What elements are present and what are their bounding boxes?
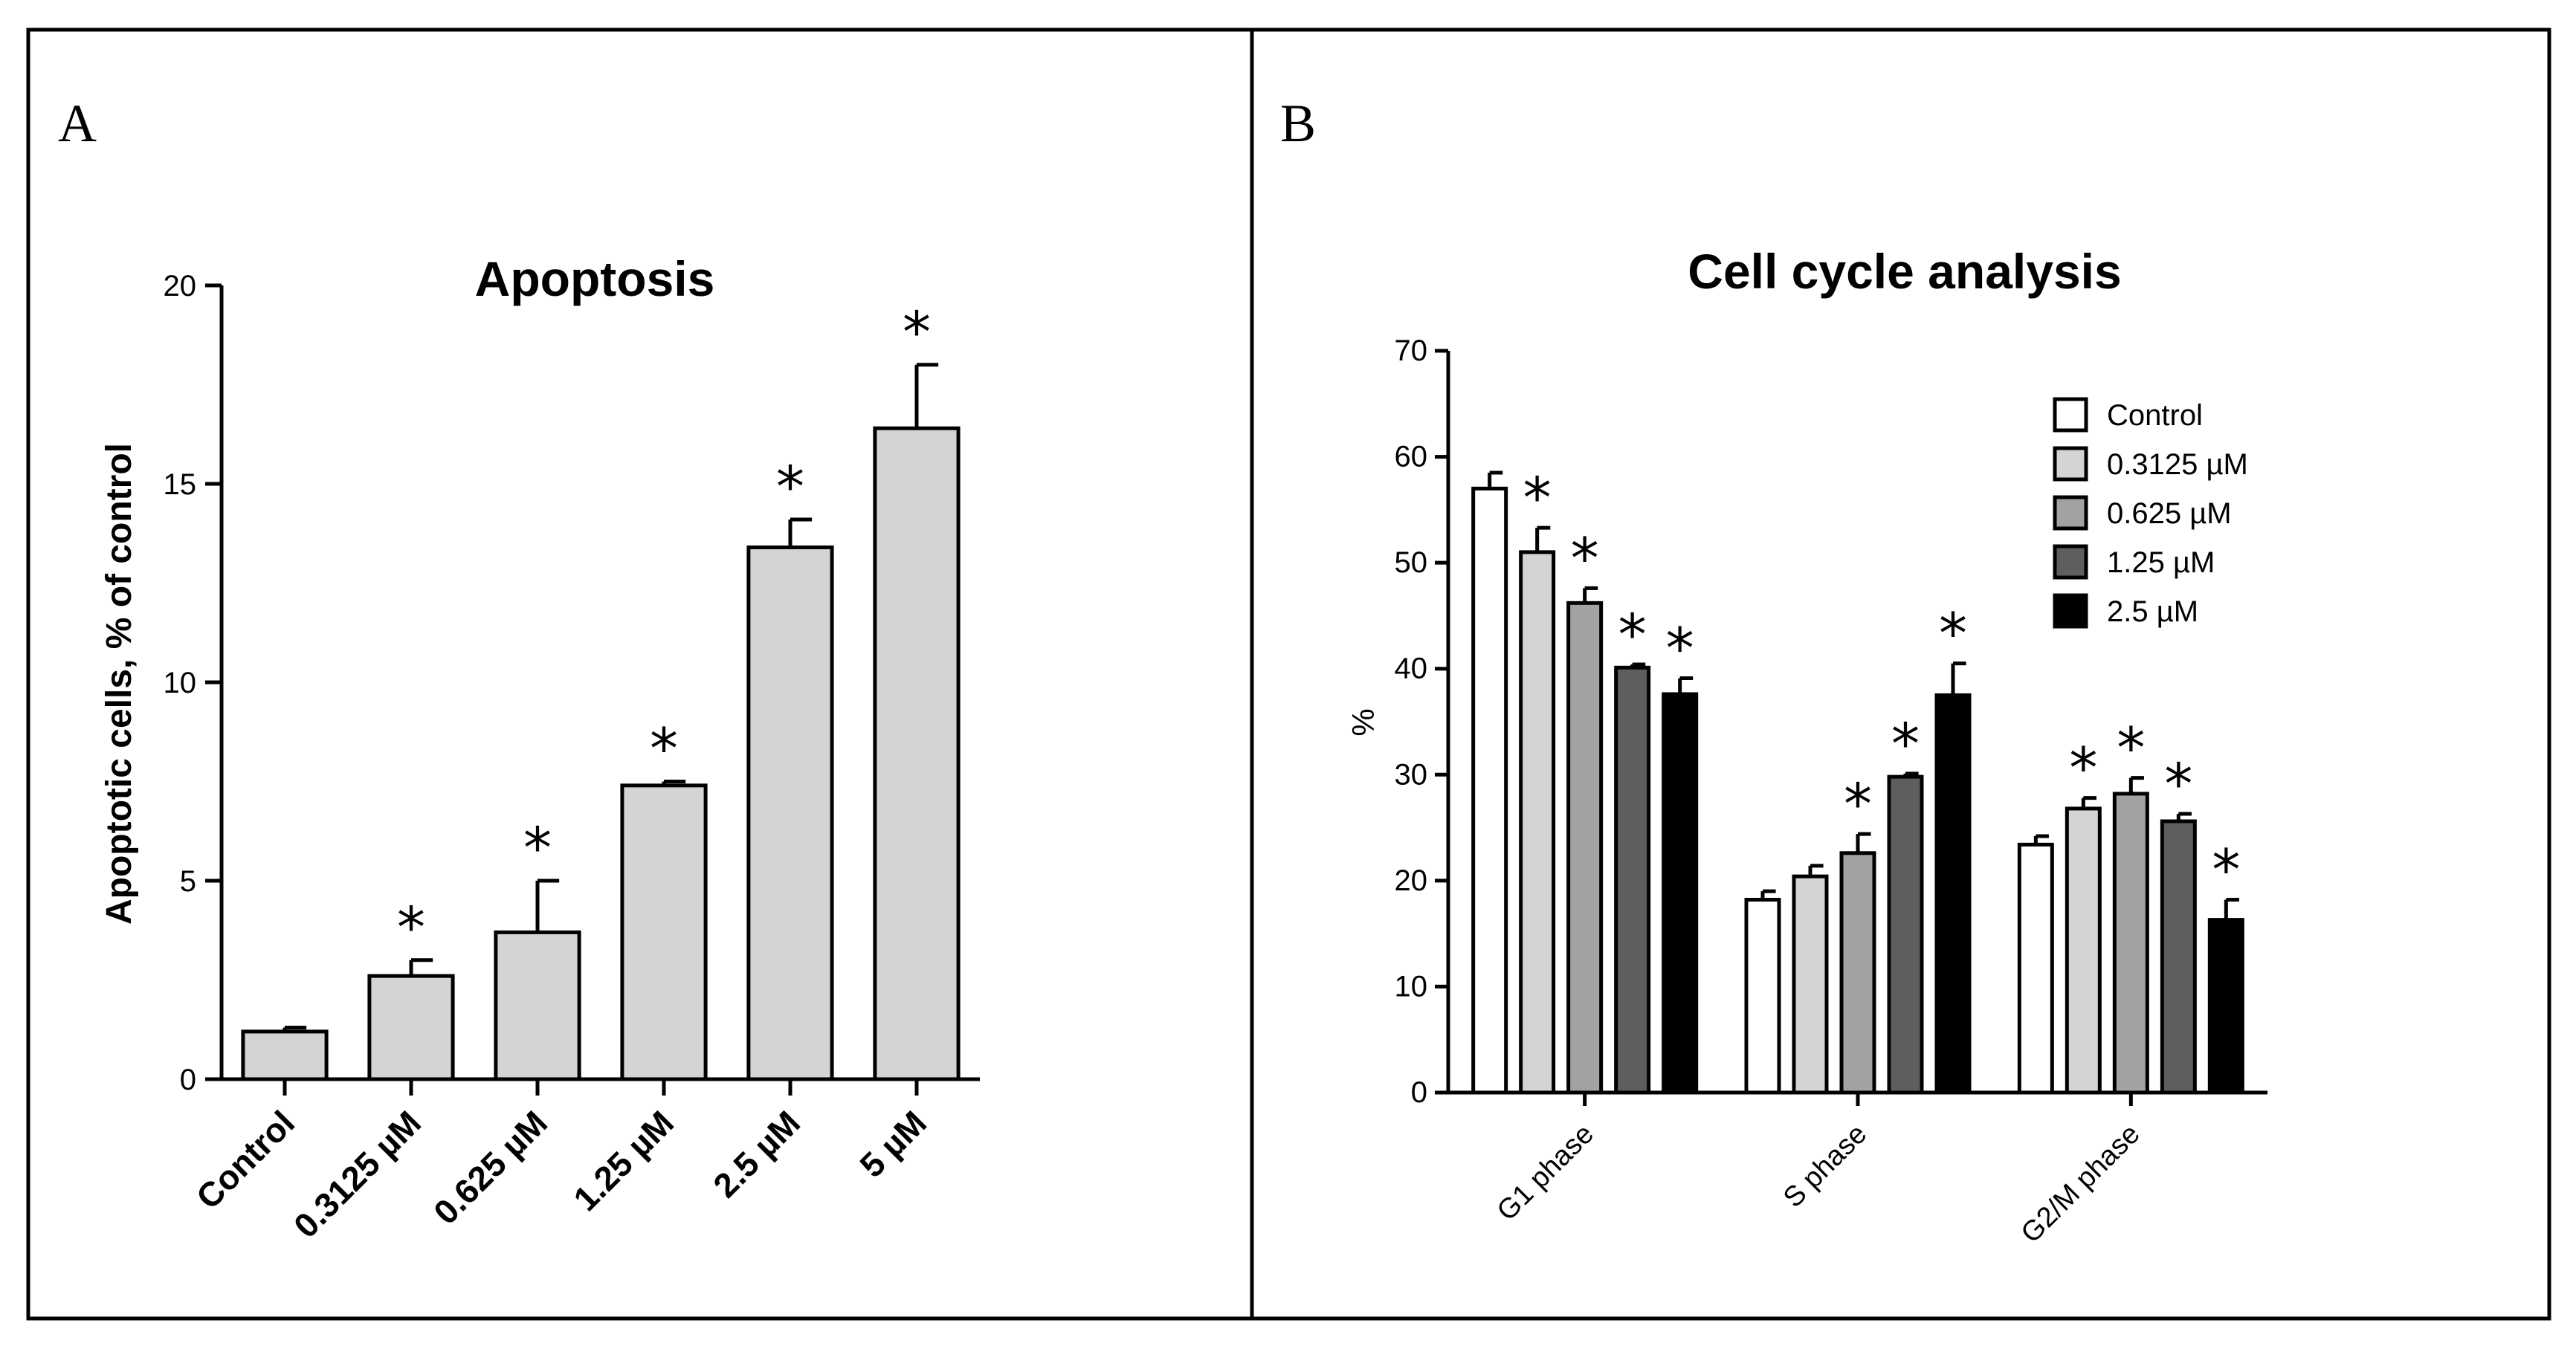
chart-b-bar bbox=[1934, 693, 1972, 1095]
chart-a-x-tick-label: 0.3125 µM bbox=[286, 1103, 428, 1245]
chart-b-title: Cell cycle analysis bbox=[1688, 244, 2121, 299]
chart-b-legend-label: 1.25 µM bbox=[2107, 546, 2215, 579]
chart-a-y-axis: 0 5 10 15 20 bbox=[164, 270, 224, 1096]
chart-a-y-tick-label: 0 bbox=[180, 1064, 196, 1096]
chart-a-title: Apoptosis bbox=[475, 251, 715, 306]
chart-b-y-axis: 0 10 20 30 40 50 60 70 bbox=[1395, 334, 1450, 1109]
chart-b-significance-marker: * bbox=[1844, 771, 1872, 837]
chart-b-bar bbox=[1471, 486, 1508, 1095]
chart-b-significance-marker: * bbox=[1891, 711, 1920, 777]
chart-a-ylabel: Apoptotic cells, % of control bbox=[100, 443, 139, 925]
chart-b-x-axis bbox=[1448, 1090, 2267, 1106]
chart-a-y-tick-label: 5 bbox=[180, 865, 196, 898]
chart-b-significance-marker: * bbox=[1618, 601, 1647, 667]
chart-b-bar bbox=[1744, 898, 1781, 1095]
chart-a-y-tick-label: 15 bbox=[164, 468, 197, 501]
chart-b-x-tick-label: S phase bbox=[1778, 1119, 1873, 1214]
chart-b-significance-marker: * bbox=[1939, 601, 1967, 667]
chart-b-y-tick-label: 40 bbox=[1395, 653, 1428, 685]
chart-b-legend-label: Control bbox=[2107, 399, 2203, 432]
chart-a-significance-marker: * bbox=[776, 453, 804, 520]
chart-a-bar bbox=[241, 1029, 329, 1081]
chart-b-y-tick-label: 60 bbox=[1395, 441, 1428, 473]
chart-b-bar bbox=[1614, 665, 1651, 1095]
chart-a-x-axis bbox=[222, 1077, 980, 1096]
panel-b-letter: B bbox=[1280, 94, 1316, 153]
chart-b-legend-swatch bbox=[2053, 544, 2088, 580]
chart-b-bar bbox=[1662, 692, 1699, 1095]
chart-a-significance-marker: * bbox=[523, 815, 552, 881]
chart-a-bars: * * * * * bbox=[241, 299, 961, 1081]
chart-b-legend-swatch bbox=[2053, 593, 2088, 629]
chart-b-significance-marker: * bbox=[1523, 465, 1552, 531]
chart-b-bar bbox=[1839, 851, 1876, 1095]
chart-b-significance-marker: * bbox=[2164, 751, 2192, 817]
chart-b-y-tick-label: 70 bbox=[1395, 334, 1428, 367]
chart-a-x-tick-label: 0.625 µM bbox=[426, 1103, 555, 1232]
chart-a-significance-marker: * bbox=[903, 299, 931, 365]
chart-b-legend-label: 0.625 µM bbox=[2107, 497, 2232, 530]
chart-b-bar bbox=[1519, 550, 1556, 1095]
chart-b-legend-swatch bbox=[2053, 495, 2088, 531]
chart-b-legend-swatch bbox=[2053, 446, 2088, 482]
chart-b-bar bbox=[2160, 819, 2197, 1095]
chart-a-significance-marker: * bbox=[650, 716, 678, 782]
chart-apoptosis: Apoptosis Apoptotic cells, % of control … bbox=[100, 251, 980, 1245]
chart-a-x-tick-label: 5 µM bbox=[852, 1103, 934, 1185]
chart-b-bar bbox=[1792, 874, 1829, 1095]
chart-b-bar bbox=[1887, 774, 1924, 1095]
chart-b-y-tick-label: 50 bbox=[1395, 546, 1428, 579]
chart-a-bar bbox=[494, 930, 581, 1081]
chart-b-y-tick-label: 20 bbox=[1395, 864, 1428, 897]
chart-b-bar bbox=[1566, 601, 1604, 1095]
chart-a-y-tick-label: 10 bbox=[164, 667, 197, 699]
chart-b-legend-swatch bbox=[2053, 397, 2088, 433]
chart-b-significance-marker: * bbox=[1666, 615, 1694, 682]
chart-b-bars: * * * * * * * * * * * bbox=[1471, 465, 2244, 1095]
chart-b-bar bbox=[2207, 918, 2244, 1095]
chart-b-y-tick-label: 0 bbox=[1411, 1076, 1427, 1109]
chart-a-x-tick-label: Control bbox=[189, 1103, 302, 1216]
chart-a-bar bbox=[367, 974, 455, 1081]
chart-b-significance-marker: * bbox=[1571, 525, 1599, 591]
chart-b-x-labels: G1 phase S phase G2/M phase bbox=[1491, 1119, 2146, 1249]
chart-a-x-tick-label: 1.25 µM bbox=[566, 1103, 681, 1218]
chart-b-x-tick-label: G1 phase bbox=[1491, 1119, 1600, 1227]
chart-b-y-tick-label: 30 bbox=[1395, 758, 1428, 791]
chart-b-significance-marker: * bbox=[2117, 715, 2145, 781]
chart-b-significance-marker: * bbox=[2212, 837, 2240, 903]
chart-a-bar bbox=[873, 426, 961, 1081]
chart-b-bar bbox=[2017, 842, 2054, 1095]
chart-a-bar bbox=[620, 783, 708, 1081]
chart-b-bar bbox=[2112, 792, 2149, 1095]
chart-b-legend-label: 0.3125 µM bbox=[2107, 448, 2248, 481]
chart-b-y-tick-label: 10 bbox=[1395, 970, 1428, 1003]
chart-a-y-tick-label: 20 bbox=[164, 270, 197, 302]
chart-b-bar bbox=[2065, 806, 2102, 1095]
chart-b-ylabel: % bbox=[1346, 708, 1381, 736]
panel-a-letter: A bbox=[58, 94, 97, 153]
chart-b-x-tick-label: G2/M phase bbox=[2015, 1119, 2146, 1249]
chart-a-x-tick-label: 2.5 µM bbox=[706, 1103, 807, 1205]
chart-b-legend: Control 0.3125 µM 0.625 µM 1.25 µM 2.5 µM bbox=[2053, 397, 2248, 629]
chart-b-significance-marker: * bbox=[2069, 735, 2097, 801]
panel-b-border bbox=[1250, 27, 2551, 1321]
chart-a-bar bbox=[746, 545, 834, 1081]
chart-a-significance-marker: * bbox=[397, 894, 425, 960]
chart-b-legend-label: 2.5 µM bbox=[2107, 595, 2198, 628]
